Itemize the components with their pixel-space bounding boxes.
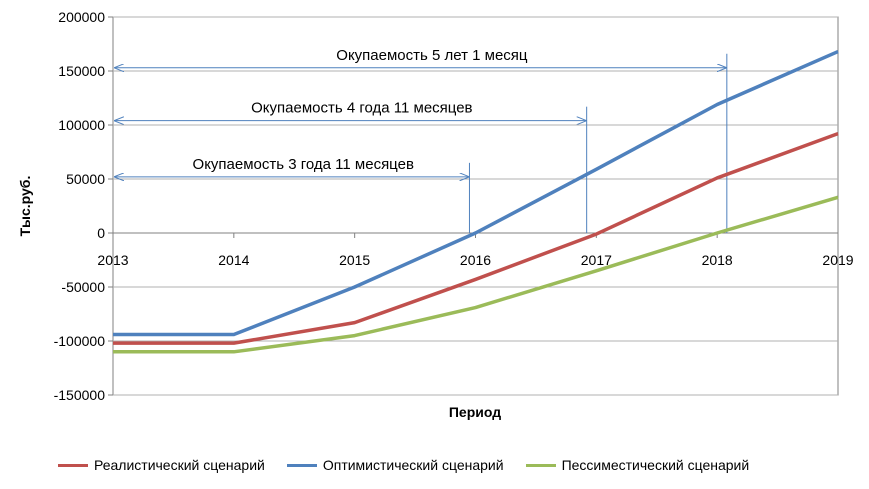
y-tick-label: 150000 xyxy=(58,63,105,79)
legend-item: Оптимистический сценарий xyxy=(286,457,504,473)
legend-swatch xyxy=(525,463,556,467)
x-tick-label: 2016 xyxy=(460,252,491,268)
legend-swatch xyxy=(286,463,317,467)
y-tick-label: -150000 xyxy=(54,387,106,403)
x-tick-label: 2014 xyxy=(218,252,249,268)
y-tick-label: 200000 xyxy=(58,9,105,25)
plot-area xyxy=(112,16,839,396)
x-axis-ticks: 2013 2014 2015 2016 2017 2018 2019 xyxy=(97,233,854,268)
payback-label: Окупаемость 4 года 11 месяцев xyxy=(251,100,472,117)
series-line xyxy=(113,131,839,345)
legend-label: Пессиместический сценарий xyxy=(561,457,750,473)
x-tick-label: 2013 xyxy=(97,252,128,268)
series-lines xyxy=(113,49,839,354)
y-tick-label: 0 xyxy=(97,225,105,241)
legend: Реалистический сценарий Оптимистический с… xyxy=(58,457,771,473)
legend-label: Оптимистический сценарий xyxy=(322,457,504,473)
series-line xyxy=(113,49,839,337)
x-tick-label: 2019 xyxy=(822,252,853,268)
legend-item: Реалистический сценарий xyxy=(58,457,265,473)
y-axis-ticks: 200000 150000 100000 50000 0 -50000 -100000 -15… xyxy=(54,9,113,403)
x-axis-title: Период xyxy=(449,404,501,420)
legend-label: Реалистический сценарий xyxy=(94,457,265,473)
x-tick-label: 2015 xyxy=(339,252,370,268)
legend-swatch xyxy=(58,463,88,467)
y-tick-label: -100000 xyxy=(54,333,106,349)
y-tick-label: -50000 xyxy=(61,279,105,295)
x-tick-label: 2018 xyxy=(702,252,733,268)
payback-label: Окупаемость 5 лет 1 месяц xyxy=(336,47,528,64)
y-tick-label: 100000 xyxy=(58,117,105,133)
series-line xyxy=(113,195,839,354)
x-tick-label: 2017 xyxy=(581,252,612,268)
payback-label: Окупаемость 3 года 11 месяцев xyxy=(193,156,414,173)
payback-annotations: Окупаемость 5 лет 1 месяц Окупаемость 4 г… xyxy=(115,47,728,233)
legend-item: Пессиместический сценарий xyxy=(525,457,750,473)
y-axis-title: Тыс.руб. xyxy=(17,176,33,237)
y-tick-label: 50000 xyxy=(66,171,105,187)
